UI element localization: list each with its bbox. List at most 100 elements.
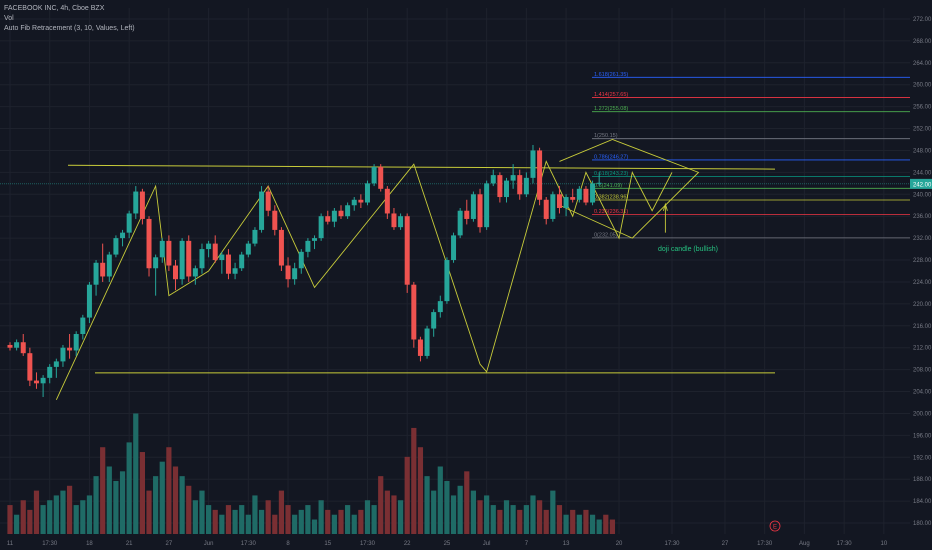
volume-legend[interactable]: Vol xyxy=(4,15,14,22)
volume-bar xyxy=(272,514,278,534)
volume-bar xyxy=(384,490,390,534)
candle-body xyxy=(73,334,79,351)
time-tick-label: 17:30 xyxy=(664,541,680,547)
candle-body xyxy=(259,191,265,230)
volume-bar xyxy=(27,509,33,534)
volume-bar xyxy=(378,476,384,534)
price-tick-label: 232.00 xyxy=(913,236,932,242)
price-tick-label: 184.00 xyxy=(913,499,932,505)
candlesticks xyxy=(7,144,602,398)
price-tick-label: 208.00 xyxy=(913,368,932,374)
symbol-legend[interactable]: FACEBOOK INC, 4h, Cboe BZX xyxy=(4,5,105,12)
volume-bar xyxy=(14,514,20,534)
volume-bar xyxy=(252,495,258,534)
volume-bar xyxy=(490,505,496,534)
time-tick-label: Jun xyxy=(204,541,214,547)
candle-body xyxy=(146,218,152,269)
volume-bar xyxy=(589,514,596,534)
volume-bar xyxy=(583,509,589,534)
candle-body xyxy=(364,183,370,203)
time-tick-label: 20 xyxy=(616,541,623,547)
candle-body xyxy=(192,268,198,277)
candle-body xyxy=(325,216,331,222)
volume-bar xyxy=(219,514,225,534)
candle-body xyxy=(93,262,99,285)
zigzag-pattern xyxy=(55,160,673,400)
volume-bar xyxy=(358,509,364,534)
candle-body xyxy=(517,175,523,195)
volume-bar xyxy=(146,490,152,534)
candle-body xyxy=(186,240,192,277)
volume-bar xyxy=(80,500,86,534)
candle-body xyxy=(292,268,298,280)
price-tick-label: 180.00 xyxy=(913,521,932,527)
candle-body xyxy=(537,150,543,200)
candle-body xyxy=(543,199,549,219)
volume-bar xyxy=(239,505,245,534)
volume-bar xyxy=(576,514,582,534)
volume-bar xyxy=(159,461,165,534)
candle-body xyxy=(100,262,106,277)
candle-body xyxy=(464,210,470,219)
time-axis[interactable]: 11 17:30 18 21 27 Jun 17:30 8 15 17:30 22 25 Jul 7 13 2… xyxy=(7,520,888,547)
candle-body xyxy=(437,301,443,313)
volume-bar xyxy=(437,466,443,534)
fib-label: 1.618(261.35) xyxy=(594,72,628,78)
candle-body xyxy=(133,191,139,214)
price-tick-label: 204.00 xyxy=(913,390,932,396)
volume-bar xyxy=(311,519,318,534)
volume-bar xyxy=(66,485,73,534)
candle-body xyxy=(444,260,450,302)
volume-bar xyxy=(139,452,145,534)
volume-bar xyxy=(537,500,543,534)
current-price-badge xyxy=(910,178,932,189)
arrow-head xyxy=(662,202,668,211)
candle-body xyxy=(173,265,178,280)
volume-bar xyxy=(417,447,424,534)
volume-bar xyxy=(225,505,232,534)
price-tick-label: 196.00 xyxy=(913,433,932,439)
volume-bars xyxy=(7,413,616,534)
candle-body xyxy=(14,342,20,348)
price-tick-label: 212.00 xyxy=(913,346,932,352)
time-tick-label: 7 xyxy=(525,541,529,547)
candle-body xyxy=(166,240,172,266)
candle-body xyxy=(431,312,437,329)
current-price-label: 242.00 xyxy=(913,182,932,188)
volume-bar xyxy=(53,495,59,534)
candle-body xyxy=(484,183,490,228)
volume-bar xyxy=(119,471,126,534)
price-tick-label: 200.00 xyxy=(913,411,932,417)
price-tick-label: 248.00 xyxy=(913,148,932,154)
candle-body xyxy=(120,232,126,239)
earnings-marker-label: E xyxy=(773,525,777,531)
candle-body xyxy=(225,254,231,274)
candle-body xyxy=(570,197,576,200)
volume-bar xyxy=(351,514,357,534)
candle-body xyxy=(40,377,46,384)
volume-bar xyxy=(596,519,602,534)
candle-body xyxy=(550,194,556,219)
volume-bar xyxy=(397,500,404,534)
time-tick-label: 21 xyxy=(126,541,133,547)
candle-body xyxy=(358,199,364,203)
volume-bar xyxy=(371,505,377,534)
price-axis[interactable]: 180.00 184.00 188.00 192.00 196.00 200.00 204.… xyxy=(910,0,932,550)
candle-body xyxy=(33,380,39,384)
time-tick-label: 13 xyxy=(563,541,570,547)
time-tick-label: 25 xyxy=(444,541,451,547)
volume-bar xyxy=(484,495,490,534)
candle-body xyxy=(219,254,225,261)
time-tick-label: 18 xyxy=(86,541,93,547)
fib-legend[interactable]: Auto Fib Retracement (3, 10, Values, Lef… xyxy=(4,25,135,32)
volume-bar xyxy=(265,500,271,534)
candle-body xyxy=(272,210,278,230)
volume-bar xyxy=(444,480,450,534)
volume-bar xyxy=(60,490,66,534)
fib-label: 1(250.15) xyxy=(594,133,618,139)
volume-bar xyxy=(338,509,344,534)
volume-bar xyxy=(133,413,139,534)
candle-body xyxy=(477,194,483,228)
volume-bar xyxy=(305,505,311,534)
